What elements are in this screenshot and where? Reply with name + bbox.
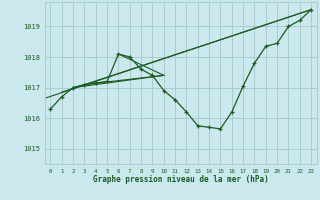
X-axis label: Graphe pression niveau de la mer (hPa): Graphe pression niveau de la mer (hPa) (93, 175, 269, 184)
